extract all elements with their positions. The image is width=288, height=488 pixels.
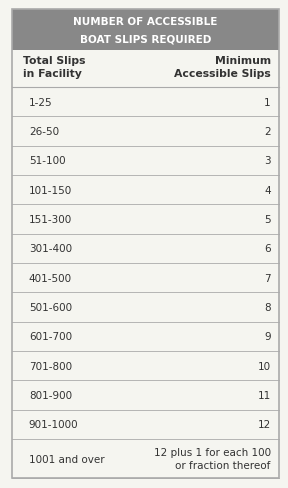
Text: BOAT SLIPS REQUIRED: BOAT SLIPS REQUIRED — [80, 34, 211, 44]
Text: 11: 11 — [257, 390, 271, 400]
Text: 12: 12 — [257, 420, 271, 429]
Text: 8: 8 — [264, 303, 271, 312]
Text: 7: 7 — [264, 273, 271, 283]
FancyBboxPatch shape — [12, 51, 279, 88]
Text: 10: 10 — [257, 361, 271, 371]
FancyBboxPatch shape — [12, 117, 279, 146]
Text: Minimum
Accessible Slips: Minimum Accessible Slips — [174, 56, 271, 79]
Text: 151-300: 151-300 — [29, 215, 72, 224]
Text: 301-400: 301-400 — [29, 244, 72, 254]
Text: 901-1000: 901-1000 — [29, 420, 78, 429]
FancyBboxPatch shape — [12, 146, 279, 176]
FancyBboxPatch shape — [12, 322, 279, 351]
Text: Total Slips
in Facility: Total Slips in Facility — [23, 56, 86, 79]
FancyBboxPatch shape — [12, 351, 279, 381]
FancyBboxPatch shape — [12, 176, 279, 205]
Text: 5: 5 — [264, 215, 271, 224]
FancyBboxPatch shape — [12, 381, 279, 410]
Text: 1001 and over: 1001 and over — [29, 454, 105, 464]
FancyBboxPatch shape — [12, 88, 279, 117]
Text: 801-900: 801-900 — [29, 390, 72, 400]
Text: 1: 1 — [264, 98, 271, 107]
Text: 9: 9 — [264, 332, 271, 342]
Text: NUMBER OF ACCESSIBLE: NUMBER OF ACCESSIBLE — [73, 17, 218, 27]
Text: 101-150: 101-150 — [29, 185, 72, 195]
Text: 401-500: 401-500 — [29, 273, 72, 283]
Text: 2: 2 — [264, 127, 271, 137]
Text: 51-100: 51-100 — [29, 156, 65, 166]
Text: 4: 4 — [264, 185, 271, 195]
Text: 501-600: 501-600 — [29, 303, 72, 312]
FancyBboxPatch shape — [12, 205, 279, 234]
Text: 701-800: 701-800 — [29, 361, 72, 371]
Text: 26-50: 26-50 — [29, 127, 59, 137]
FancyBboxPatch shape — [12, 439, 279, 478]
FancyBboxPatch shape — [12, 264, 279, 293]
FancyBboxPatch shape — [12, 10, 279, 51]
Text: 3: 3 — [264, 156, 271, 166]
FancyBboxPatch shape — [12, 293, 279, 322]
Text: 1-25: 1-25 — [29, 98, 52, 107]
Text: 6: 6 — [264, 244, 271, 254]
FancyBboxPatch shape — [12, 234, 279, 264]
Text: 12 plus 1 for each 100
or fraction thereof: 12 plus 1 for each 100 or fraction there… — [154, 447, 271, 470]
Text: 601-700: 601-700 — [29, 332, 72, 342]
FancyBboxPatch shape — [12, 410, 279, 439]
